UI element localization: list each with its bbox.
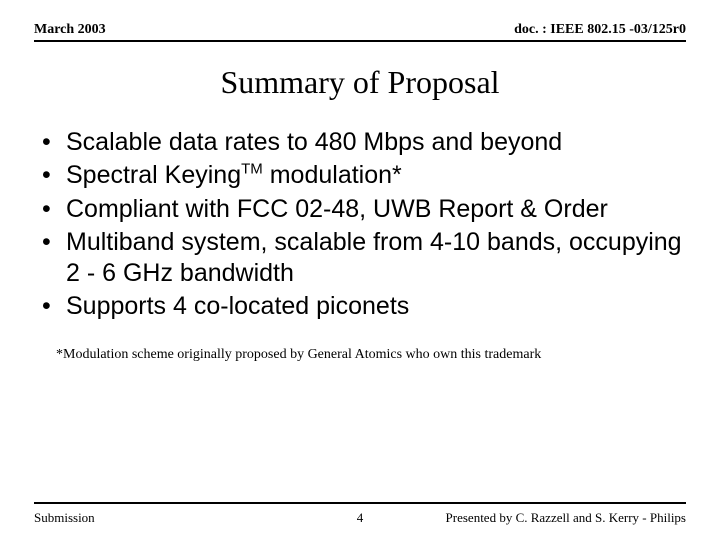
- bullet-text-pre: Supports 4 co-located piconets: [66, 292, 409, 320]
- footer-left: Submission: [34, 510, 95, 526]
- footer-right: Presented by C. Razzell and S. Kerry - P…: [446, 510, 686, 526]
- bullet-text-pre: Compliant with FCC 02-48, UWB Report & O…: [66, 195, 608, 223]
- bullet-item: Supports 4 co-located piconets: [36, 291, 686, 322]
- header-docnum: doc. : IEEE 802.15 -03/125r0: [514, 22, 686, 38]
- bullet-text-pre: Multiband system, scalable from 4-10 ban…: [66, 228, 682, 287]
- bullet-text-pre: Spectral Keying: [66, 161, 241, 189]
- bullet-item: Multiband system, scalable from 4-10 ban…: [36, 227, 686, 290]
- footer-bar: Submission 4 Presented by C. Razzell and…: [34, 510, 686, 526]
- bullet-item: Compliant with FCC 02-48, UWB Report & O…: [36, 194, 686, 225]
- slide: March 2003 doc. : IEEE 802.15 -03/125r0 …: [0, 0, 720, 540]
- bullet-sup: TM: [241, 161, 263, 178]
- footer-divider: [34, 502, 686, 504]
- bullet-item: Spectral KeyingTM modulation*: [36, 160, 686, 191]
- header-bar: March 2003 doc. : IEEE 802.15 -03/125r0: [34, 22, 686, 42]
- bullet-list: Scalable data rates to 480 Mbps and beyo…: [34, 127, 686, 323]
- bullet-item: Scalable data rates to 480 Mbps and beyo…: [36, 127, 686, 158]
- bullet-text-pre: Scalable data rates to 480 Mbps and beyo…: [66, 128, 562, 156]
- footnote: *Modulation scheme originally proposed b…: [34, 347, 686, 363]
- bullet-text-post: modulation*: [263, 161, 402, 189]
- header-date: March 2003: [34, 22, 106, 38]
- slide-title: Summary of Proposal: [34, 64, 686, 101]
